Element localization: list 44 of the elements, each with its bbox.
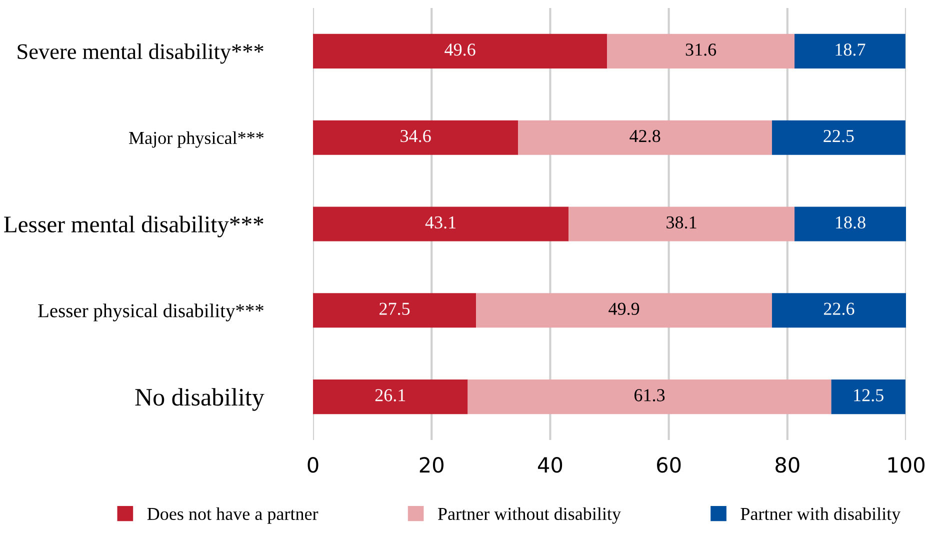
legend-label: Partner without disability (438, 507, 621, 524)
data-label: 12.5 (854, 389, 884, 402)
bar (772, 293, 906, 328)
legend-label: Does not have a partner (147, 507, 318, 524)
x-tick-label: 100 (888, 457, 924, 473)
data-label: 22.5 (824, 130, 854, 142)
data-label: 31.6 (686, 44, 716, 56)
bar (607, 34, 795, 68)
data-label: 49.6 (444, 44, 476, 56)
y-tick-label: No disability (135, 388, 264, 411)
data-label: 49.9 (608, 302, 640, 315)
data-label: 27.5 (380, 302, 410, 315)
bar (468, 380, 832, 414)
data-label: 22.6 (824, 302, 854, 315)
x-tick-label: 0 (308, 457, 318, 473)
y-tick-label: Major physical*** (129, 131, 264, 148)
bar (568, 206, 795, 242)
data-label: 43.1 (425, 216, 456, 229)
bar (313, 380, 468, 414)
legend-label: Partner with disability (740, 507, 901, 524)
bar (772, 120, 906, 155)
data-label: 42.8 (630, 130, 660, 142)
bar (831, 380, 906, 414)
data-label: 38.1 (666, 216, 696, 229)
bar (313, 293, 476, 328)
bar (313, 120, 518, 155)
bar (313, 206, 569, 242)
x-tick-label: 40 (538, 457, 562, 473)
data-label: 18.8 (836, 216, 866, 229)
data-label: 61.3 (634, 389, 665, 402)
data-label: 34.6 (400, 130, 431, 142)
data-label: 26.1 (375, 389, 406, 402)
y-tick-label: Lesser physical disability*** (38, 304, 264, 322)
bar (476, 293, 772, 328)
y-tick-label: Severe mental disability*** (18, 43, 264, 64)
x-tick-label: 20 (420, 457, 444, 473)
bar (518, 120, 772, 155)
x-tick-label: 80 (776, 457, 800, 473)
data-label: 18.7 (836, 44, 866, 56)
x-tick-label: 60 (657, 457, 681, 473)
bar (313, 34, 608, 68)
bar (794, 34, 906, 68)
y-tick-label: Lesser mental disability*** (4, 216, 264, 238)
bar (794, 206, 906, 242)
